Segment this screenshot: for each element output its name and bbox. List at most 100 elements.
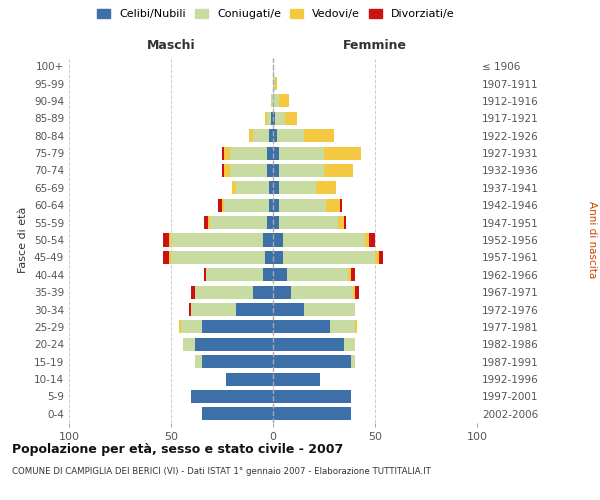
Bar [273,112,275,125]
Bar [224,146,230,160]
Bar [269,129,273,142]
Bar [340,198,343,212]
Bar [169,234,171,246]
Bar [353,286,355,298]
Bar [273,251,283,264]
Bar [279,146,324,160]
Bar [265,251,273,264]
Bar [196,355,202,368]
Bar [203,216,208,229]
Bar [163,251,169,264]
Text: COMUNE DI CAMPIGLIA DEI BERICI (VI) - Dati ISTAT 1° gennaio 2007 - Elaborazione : COMUNE DI CAMPIGLIA DEI BERICI (VI) - Da… [12,468,431,476]
Bar [273,355,350,368]
Bar [273,390,350,403]
Bar [191,286,196,298]
Bar [267,112,271,125]
Bar [267,164,273,177]
Bar [283,234,365,246]
Bar [292,286,353,298]
Bar [273,94,279,108]
Bar [344,338,355,351]
Bar [271,112,273,125]
Bar [355,320,356,334]
Bar [171,234,263,246]
Bar [273,338,344,351]
Bar [277,129,304,142]
Bar [179,320,181,334]
Bar [273,286,292,298]
Bar [269,182,273,194]
Bar [263,268,273,281]
Bar [355,286,359,298]
Bar [344,216,346,229]
Bar [202,408,273,420]
Bar [224,164,230,177]
Bar [273,164,279,177]
Text: Anni di nascita: Anni di nascita [587,202,597,278]
Bar [202,320,273,334]
Bar [273,234,283,246]
Bar [273,146,279,160]
Bar [316,182,336,194]
Bar [279,216,338,229]
Bar [196,338,273,351]
Bar [283,251,375,264]
Bar [273,182,279,194]
Bar [253,286,273,298]
Bar [279,164,324,177]
Bar [218,198,222,212]
Bar [273,320,330,334]
Bar [375,251,379,264]
Bar [222,146,224,160]
Bar [196,286,253,298]
Legend: Celibi/Nubili, Coniugati/e, Vedovi/e, Divorziati/e: Celibi/Nubili, Coniugati/e, Vedovi/e, Di… [94,6,458,22]
Bar [273,408,350,420]
Text: Maschi: Maschi [146,40,196,52]
Bar [285,112,298,125]
Bar [273,129,277,142]
Bar [263,234,273,246]
Bar [275,77,277,90]
Bar [206,268,263,281]
Bar [349,268,350,281]
Bar [287,268,349,281]
Bar [190,303,191,316]
Bar [183,338,196,351]
Bar [273,216,279,229]
Bar [236,303,273,316]
Bar [181,320,202,334]
Bar [230,164,267,177]
Bar [230,146,267,160]
Bar [324,164,353,177]
Bar [330,320,355,334]
Bar [171,251,265,264]
Bar [326,198,340,212]
Bar [275,112,285,125]
Bar [350,355,355,368]
Bar [273,77,275,90]
Bar [191,390,273,403]
Bar [369,234,375,246]
Bar [222,198,224,212]
Bar [304,303,355,316]
Bar [202,355,273,368]
Bar [273,372,320,386]
Bar [232,182,236,194]
Bar [224,198,269,212]
Bar [379,251,383,264]
Bar [365,234,369,246]
Bar [265,112,267,125]
Bar [279,94,289,108]
Bar [338,216,344,229]
Bar [324,146,361,160]
Bar [169,251,171,264]
Bar [304,129,334,142]
Bar [279,198,326,212]
Bar [191,303,236,316]
Bar [203,268,206,281]
Bar [267,216,273,229]
Bar [236,182,269,194]
Bar [350,268,355,281]
Y-axis label: Fasce di età: Fasce di età [19,207,28,273]
Bar [253,129,269,142]
